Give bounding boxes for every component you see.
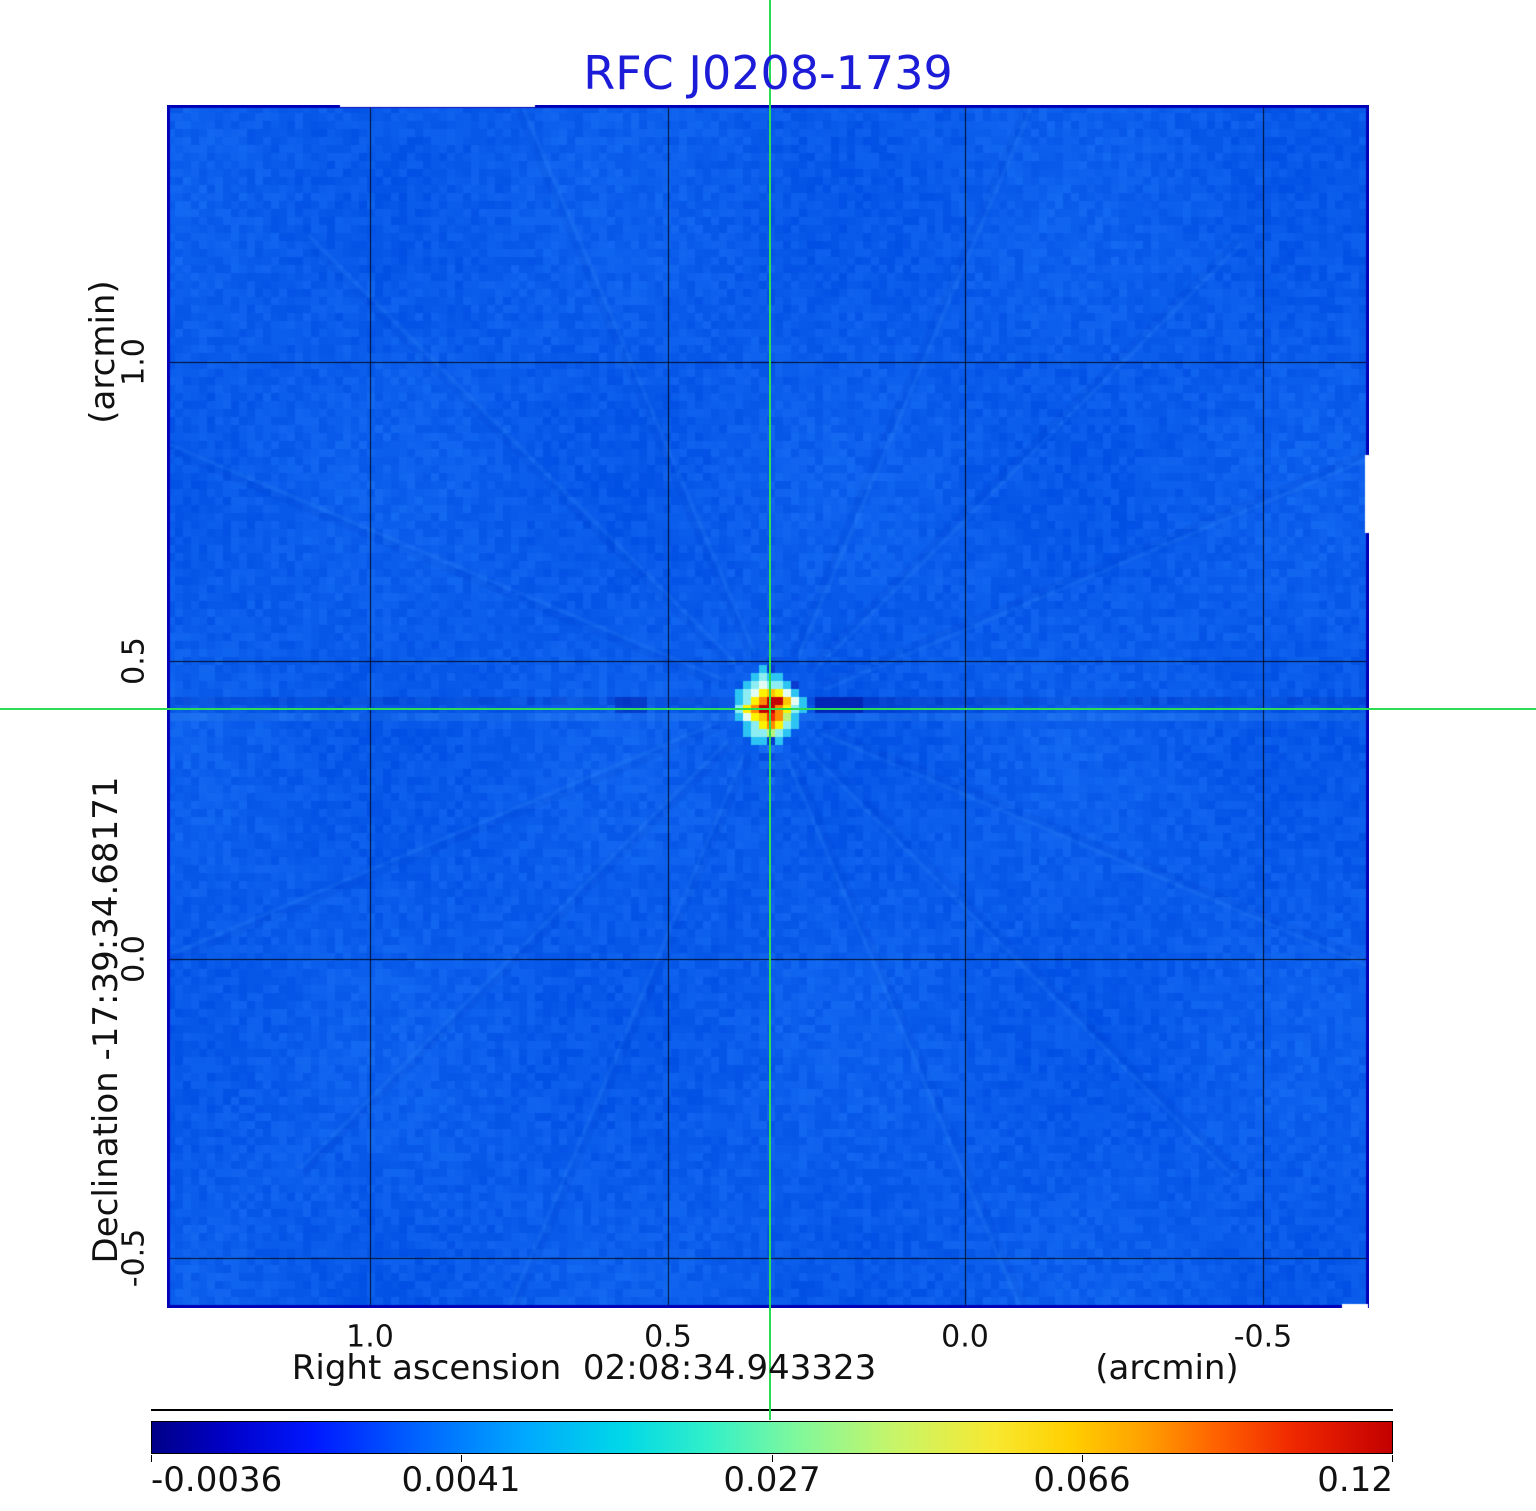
colorbar-label-min: -0.0036 — [151, 1460, 283, 1500]
crosshair-horizontal-line — [0, 708, 1536, 710]
x-axis-unit-label: (arcmin) — [1095, 1348, 1239, 1388]
colorbar-tick-4 — [1082, 1455, 1083, 1462]
x-axis-title: Right ascension 02:08:34.943323 — [291, 1348, 877, 1388]
colorbar-tick-5 — [1392, 1455, 1393, 1462]
x-axis-tick--0.5: -0.5 — [1233, 1319, 1293, 1355]
colorbar-tick-3 — [772, 1455, 773, 1462]
colorbar-label-3: 0.027 — [723, 1460, 821, 1500]
x-axis-tick-0.0: 0.0 — [941, 1319, 989, 1355]
heatmap-canvas — [167, 105, 1369, 1308]
x-axis-tick-0.5: 0.5 — [644, 1319, 692, 1355]
colorbar-label-2: 0.0041 — [401, 1460, 521, 1500]
colorbar-label-4: 0.066 — [1033, 1460, 1131, 1500]
x-axis-tick-1.0: 1.0 — [346, 1319, 394, 1355]
plot-area — [167, 105, 1369, 1308]
colorbar-tick-1 — [151, 1455, 152, 1462]
crosshair-vertical-line — [769, 0, 771, 1420]
colorbar-tick-2 — [461, 1455, 462, 1462]
colorbar-top-rule — [151, 1409, 1393, 1411]
colorbar-label-max: 0.12 — [1317, 1460, 1393, 1500]
page-title: RFC J0208-1739 — [583, 46, 953, 100]
colorbar — [151, 1421, 1393, 1454]
y-axis-tick-1.0: 1.0 — [116, 338, 152, 386]
y-axis-title: Declination -17:39:34.68171 — [86, 776, 126, 1264]
y-axis-tick-0.5: 0.5 — [116, 637, 152, 685]
